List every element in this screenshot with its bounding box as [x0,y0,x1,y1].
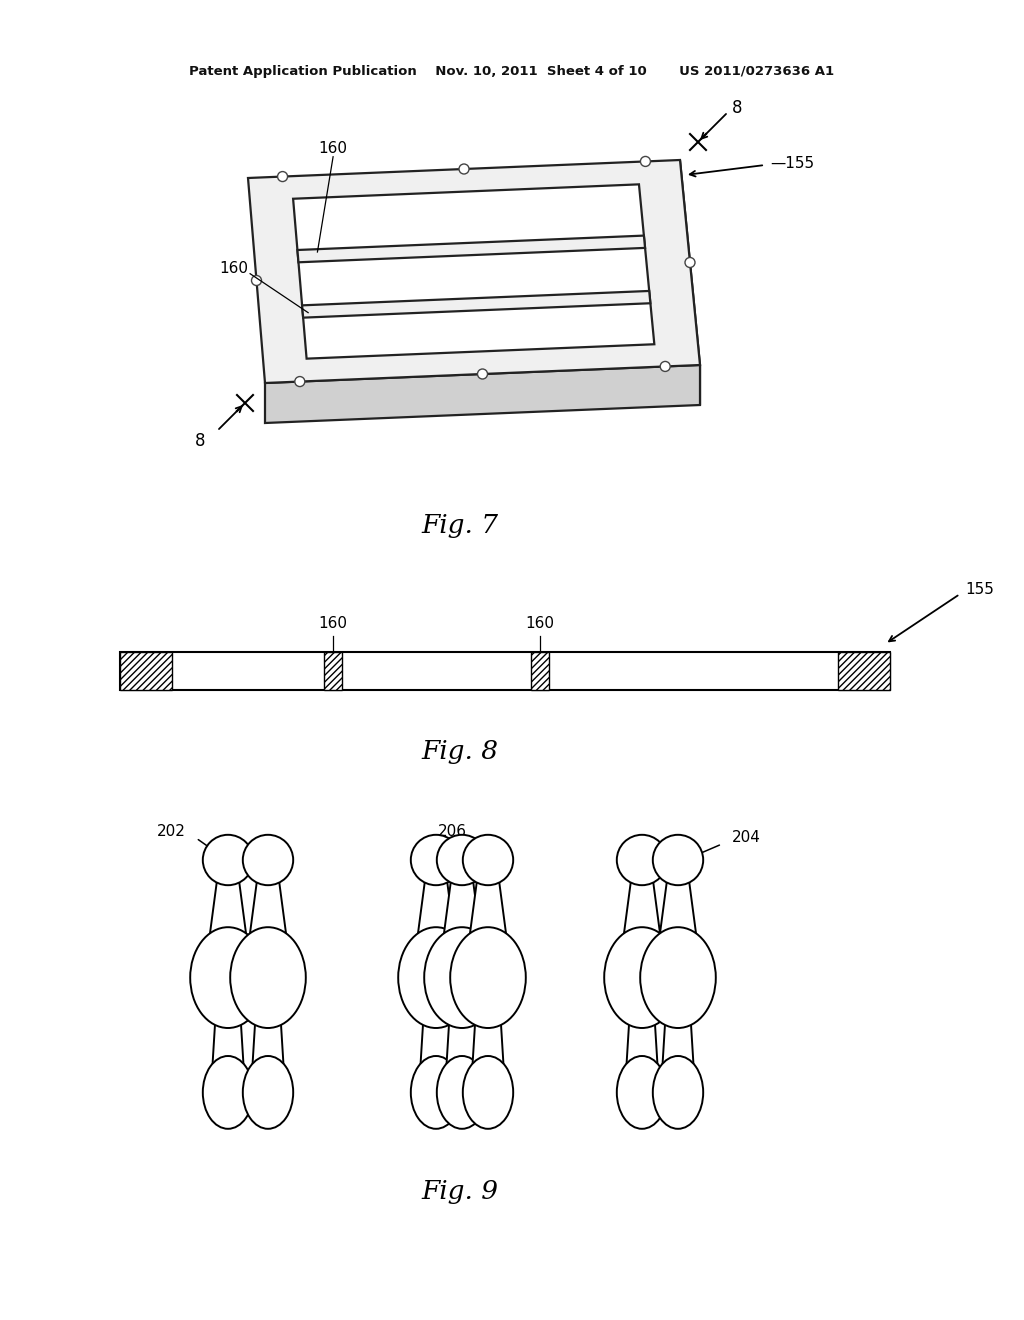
Circle shape [203,834,253,886]
Circle shape [243,834,293,886]
Text: 155: 155 [965,582,994,598]
Circle shape [463,834,513,886]
Polygon shape [443,878,480,935]
Circle shape [411,834,461,886]
Bar [531,652,549,690]
Ellipse shape [653,1056,703,1129]
Ellipse shape [616,1056,668,1129]
Text: 160: 160 [525,616,555,631]
Polygon shape [418,878,455,935]
Polygon shape [473,1018,504,1064]
Circle shape [685,257,695,268]
Circle shape [653,834,703,886]
Circle shape [295,376,305,387]
Bar [120,652,172,690]
Circle shape [616,834,668,886]
Circle shape [660,362,670,371]
Bar [838,652,890,690]
Text: Fig. 8: Fig. 8 [422,739,499,764]
Polygon shape [210,878,246,935]
Polygon shape [250,878,286,935]
Ellipse shape [640,927,716,1028]
Bar [120,652,890,690]
Text: 160: 160 [219,261,248,276]
Polygon shape [297,235,645,263]
Polygon shape [265,366,700,422]
Polygon shape [627,1018,657,1064]
Ellipse shape [243,1056,293,1129]
Ellipse shape [604,927,680,1028]
Polygon shape [680,160,700,405]
Ellipse shape [451,927,525,1028]
Polygon shape [293,185,654,359]
Polygon shape [470,878,506,935]
Circle shape [459,164,469,174]
Polygon shape [253,1018,284,1064]
Circle shape [640,157,650,166]
Text: 8: 8 [195,432,205,450]
Polygon shape [659,878,696,935]
Circle shape [437,834,487,886]
Ellipse shape [463,1056,513,1129]
Polygon shape [302,290,650,318]
Text: 204: 204 [732,830,761,846]
Polygon shape [248,160,700,383]
Polygon shape [213,1018,244,1064]
Ellipse shape [230,927,306,1028]
Ellipse shape [203,1056,253,1129]
Text: Patent Application Publication    Nov. 10, 2011  Sheet 4 of 10       US 2011/027: Patent Application Publication Nov. 10, … [189,66,835,78]
Text: 8: 8 [732,99,742,117]
Circle shape [477,370,487,379]
Ellipse shape [437,1056,487,1129]
Polygon shape [624,878,660,935]
Text: 202: 202 [157,825,186,840]
Text: —155: —155 [770,156,814,170]
Circle shape [252,276,261,285]
Ellipse shape [398,927,474,1028]
Bar [324,652,342,690]
Polygon shape [663,1018,693,1064]
Polygon shape [421,1018,452,1064]
Text: Fig. 7: Fig. 7 [422,512,499,537]
Polygon shape [446,1018,477,1064]
Text: 206: 206 [437,825,467,840]
Ellipse shape [411,1056,461,1129]
Text: 160: 160 [318,141,347,156]
Ellipse shape [190,927,266,1028]
Text: 160: 160 [318,616,347,631]
Ellipse shape [424,927,500,1028]
Circle shape [278,172,288,182]
Text: Fig. 9: Fig. 9 [422,1180,499,1204]
